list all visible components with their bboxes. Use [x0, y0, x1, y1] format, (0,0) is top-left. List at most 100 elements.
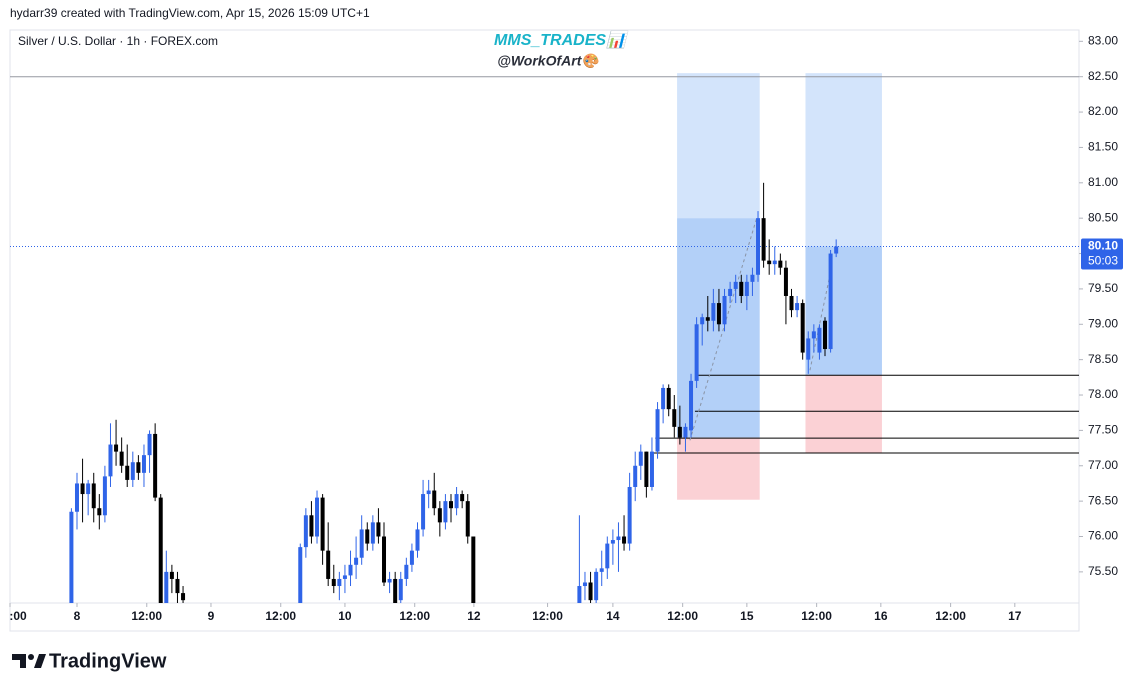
- candle-body: [169, 571, 174, 579]
- candle-body: [666, 387, 671, 410]
- candle-body: [599, 568, 604, 572]
- candle-body: [800, 303, 805, 353]
- candle-body: [767, 260, 772, 265]
- candle-body: [594, 571, 599, 601]
- candle-body: [616, 536, 621, 541]
- x-tick-label: 12:00: [532, 609, 563, 623]
- candle-body: [728, 288, 733, 296]
- candle-body: [348, 564, 353, 576]
- candle-body: [644, 451, 649, 487]
- candle-body: [811, 331, 816, 339]
- candle-body: [376, 522, 381, 537]
- position-zone: [805, 246, 882, 376]
- y-tick-label: 76.00: [1088, 529, 1118, 543]
- candle-body: [789, 295, 794, 311]
- candle-body: [426, 490, 431, 495]
- candle-body: [744, 281, 749, 296]
- candle-body: [342, 575, 347, 579]
- candle-body: [817, 327, 822, 353]
- candle-body: [711, 303, 716, 321]
- candle-body: [772, 260, 777, 265]
- x-tick-label: 9: [208, 609, 215, 623]
- candle-body: [705, 317, 710, 321]
- candle-body: [74, 483, 79, 512]
- candle-body: [119, 451, 124, 466]
- y-tick-label: 83.00: [1088, 33, 1118, 47]
- candle-body: [102, 476, 107, 516]
- candle-body: [136, 462, 141, 473]
- y-tick-label: 82.00: [1088, 104, 1118, 118]
- candle-body: [315, 497, 320, 537]
- position-zone: [805, 73, 882, 247]
- y-tick-label: 78.50: [1088, 352, 1118, 366]
- candle-body: [326, 550, 331, 579]
- candle-body: [661, 387, 666, 410]
- candle-body: [756, 218, 761, 275]
- candle-body: [80, 483, 85, 495]
- x-tick-label: 12: [467, 609, 481, 623]
- candle-body: [147, 433, 152, 456]
- candle-body: [761, 218, 766, 261]
- tradingview-logo: [12, 654, 46, 668]
- candle-body: [164, 571, 169, 603]
- candle-body: [834, 246, 839, 254]
- candle-body: [627, 486, 632, 544]
- x-tick-label: 12:00: [131, 609, 162, 623]
- candle-body: [404, 564, 409, 579]
- candle-body: [175, 578, 180, 594]
- candle-body: [633, 465, 638, 487]
- candle-body: [309, 515, 314, 537]
- candle-body: [415, 529, 420, 551]
- candle-body: [398, 578, 403, 601]
- candle-body: [387, 578, 392, 583]
- watermark: MMS_TRADES📊: [494, 30, 629, 49]
- candle-body: [460, 494, 465, 502]
- trend-line: [689, 217, 758, 441]
- candle-body: [108, 444, 113, 477]
- last-price-label: 80.10: [1088, 239, 1118, 253]
- x-tick-label: 12:00: [801, 609, 832, 623]
- candle-body: [655, 409, 660, 452]
- candle-body: [582, 582, 587, 587]
- x-tick-label: 14: [606, 609, 620, 623]
- x-tick-label: :00: [9, 609, 27, 623]
- y-tick-label: 78.00: [1088, 387, 1118, 401]
- watermark: @WorkOfArt🎨: [497, 52, 601, 70]
- candle-body: [130, 462, 135, 480]
- candle-body: [823, 320, 828, 350]
- candle-body: [672, 409, 677, 427]
- candle-body: [677, 426, 682, 438]
- candle-body: [465, 501, 470, 537]
- trend-line: [809, 274, 831, 371]
- x-tick-label: 17: [1008, 609, 1022, 623]
- candle-body: [471, 536, 476, 603]
- brand: TradingView: [49, 650, 167, 672]
- candle-body: [448, 501, 453, 509]
- candle-body: [91, 483, 96, 509]
- y-tick-label: 81.50: [1088, 140, 1118, 154]
- candle-body: [454, 494, 459, 509]
- candle-body: [683, 426, 688, 438]
- position-zone: [805, 375, 882, 454]
- candle-body: [298, 547, 303, 603]
- candle-body: [97, 508, 102, 516]
- y-tick-label: 79.50: [1088, 281, 1118, 295]
- candle-body: [114, 444, 119, 452]
- candle-body: [181, 593, 186, 601]
- candle-body: [158, 497, 163, 603]
- candle-body: [588, 582, 593, 601]
- candle-body: [610, 540, 615, 544]
- candle-body: [69, 511, 74, 603]
- candle-body: [153, 433, 158, 498]
- candle-body: [733, 281, 738, 289]
- candle-body: [716, 303, 721, 325]
- y-tick-label: 81.00: [1088, 175, 1118, 189]
- plot-area: [10, 73, 1079, 603]
- candle-body: [354, 557, 359, 565]
- candle-body: [320, 497, 325, 551]
- candle-body: [370, 522, 375, 544]
- candle-body: [622, 536, 627, 544]
- candle-body: [421, 494, 426, 530]
- y-tick-label: 77.50: [1088, 423, 1118, 437]
- y-tick-label: 77.00: [1088, 458, 1118, 472]
